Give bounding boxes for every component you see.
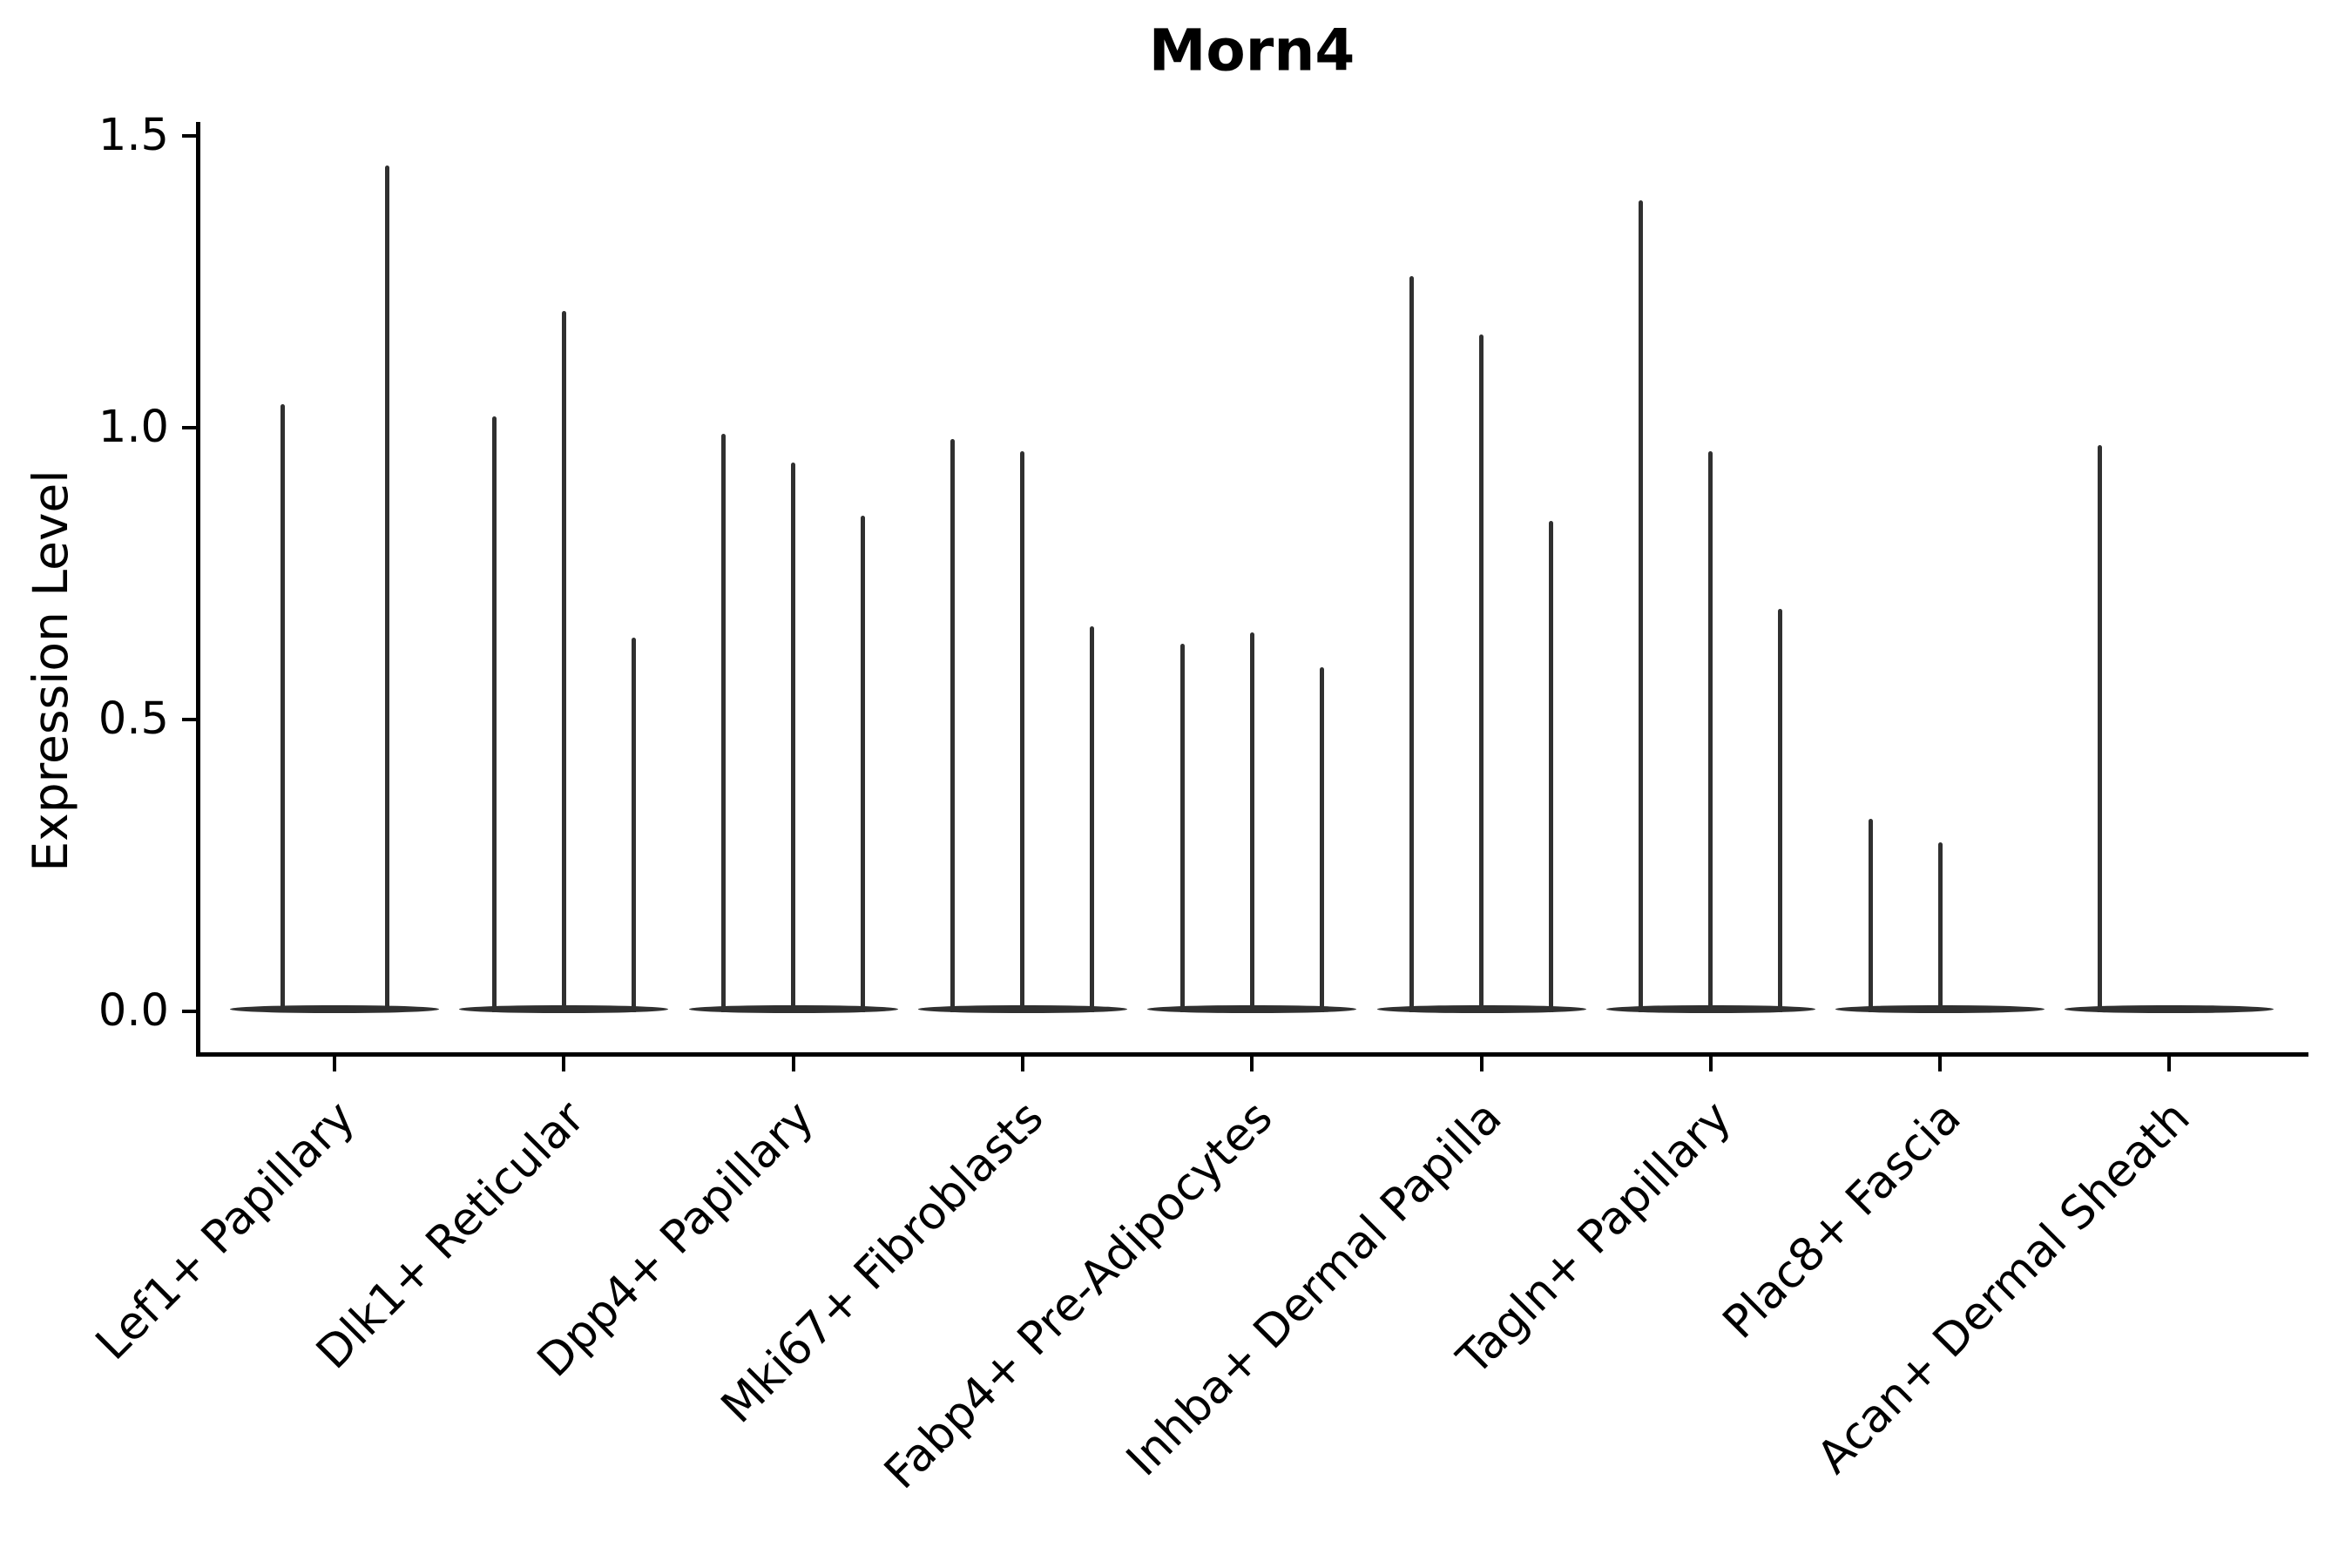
y-tick-mark [182,1010,197,1013]
y-axis-spine [196,122,200,1057]
violin-spike [491,416,497,1012]
violin-spike [631,638,636,1012]
y-tick-label: 0.5 [98,693,169,745]
x-tick-mark [1020,1057,1024,1071]
violin-spike [1090,625,1095,1012]
violin-spike [1020,450,1025,1012]
x-tick-label: Acan+ Dermal Sheath [1807,1091,2200,1484]
x-tick-mark [1708,1057,1713,1071]
x-tick-mark [562,1057,566,1071]
violin-spike [1937,841,1943,1012]
violin-spike [1479,334,1484,1012]
violin-spike [1549,521,1553,1012]
violin-spike [950,439,956,1012]
violin-baseline [230,1005,439,1013]
x-tick-mark [1479,1057,1484,1071]
violin-spike [791,463,796,1012]
violin-baseline [2065,1005,2274,1013]
y-tick-mark [182,134,197,138]
violin-spike [384,165,389,1012]
x-tick-label: Inhba+ Dermal Papilla [1117,1091,1512,1487]
x-axis-spine [196,1052,2308,1057]
violin-spike [1409,275,1414,1012]
violin-spike [1179,643,1185,1012]
x-tick-mark [1250,1057,1254,1071]
violin-spike [721,433,727,1012]
violin-spike [280,404,285,1012]
violin-spike [1868,818,1873,1012]
chart-title: Morn4 [1148,17,1355,84]
x-tick-label: Plac8+ Fascia [1713,1091,1971,1349]
y-tick-label: 0.0 [98,985,169,1037]
x-tick-label: Fabp4+ Pre-Adipocytes [875,1091,1283,1500]
x-tick-mark [333,1057,336,1071]
y-tick-label: 1.5 [98,110,169,161]
y-tick-label: 1.0 [98,402,169,453]
x-tick-mark [791,1057,795,1071]
violin-spike [1778,608,1783,1012]
violin-spike [1708,450,1713,1012]
x-tick-mark [1938,1057,1943,1071]
violin-spike [2097,445,2102,1012]
violin-spike [1639,199,1644,1012]
y-axis-label: Expression Level [23,470,78,872]
x-tick-mark [2167,1057,2172,1071]
violin-spike [1319,666,1324,1012]
violin-spike [861,515,866,1012]
violin-spike [1249,632,1254,1012]
violin-spike [561,311,566,1012]
y-tick-mark [182,426,197,429]
y-tick-mark [182,718,197,721]
